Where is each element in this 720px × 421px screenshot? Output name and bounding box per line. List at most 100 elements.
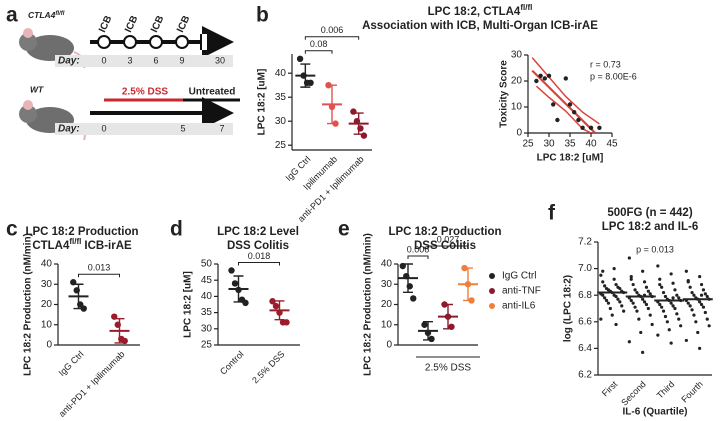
- day-band: [55, 123, 233, 135]
- day: 6: [153, 55, 158, 65]
- point: [690, 290, 694, 295]
- legend-swatch: [489, 303, 495, 309]
- significance-bracket: [238, 261, 280, 266]
- chart-subtitle: CTLA4fl/fl ICB-irAE: [32, 237, 132, 252]
- subtitle: DSS Colitis: [227, 240, 289, 252]
- point: [627, 256, 631, 260]
- point: [608, 306, 612, 311]
- x-axis-label: LPC 18:2 [uM]: [537, 153, 604, 164]
- x-tick-label: 35: [564, 139, 576, 150]
- point: [603, 284, 607, 288]
- point: [629, 277, 633, 281]
- error-bar: [403, 263, 413, 294]
- point: [671, 296, 675, 300]
- y-tick-label: 25: [201, 340, 213, 351]
- point: [606, 301, 611, 305]
- p-value: 0.006: [407, 244, 430, 254]
- point: [572, 110, 577, 115]
- axis-break: [201, 34, 209, 50]
- y-tick-label: 30: [275, 116, 287, 127]
- point: [684, 269, 688, 273]
- y-tick-label: 45: [201, 275, 213, 286]
- y-tick-label: 25: [275, 140, 287, 151]
- point: [629, 274, 633, 279]
- error-bar: [327, 84, 337, 125]
- legend-label: IgG Ctrl: [502, 271, 536, 282]
- title: 500FG (n = 442): [607, 207, 692, 219]
- point: [663, 314, 668, 319]
- legend-swatch: [489, 273, 495, 279]
- p-value: 0.006: [321, 25, 344, 35]
- day-label: Day:: [58, 56, 80, 67]
- point: [604, 298, 609, 303]
- panel-label: c: [6, 218, 18, 241]
- title: LPC 18:2 Production: [25, 226, 138, 238]
- point: [555, 117, 560, 123]
- point: [410, 295, 417, 302]
- point: [269, 298, 276, 305]
- annotation: p = 0.013: [636, 244, 674, 254]
- point: [669, 341, 673, 345]
- point: [599, 273, 603, 277]
- y-tick-label: 20: [511, 76, 523, 87]
- point: [601, 269, 605, 273]
- y-tick-label: 35: [275, 92, 287, 103]
- point: [679, 324, 683, 328]
- y-tick-label: 10: [381, 319, 393, 330]
- day: 30: [215, 55, 225, 65]
- error-bar: [233, 275, 244, 303]
- y-tick-label: 40: [275, 68, 287, 79]
- event-label: ICB: [123, 14, 140, 34]
- point: [296, 55, 304, 62]
- point: [637, 317, 641, 321]
- annotation: r = 0.73: [590, 59, 621, 69]
- point: [665, 320, 669, 324]
- x-tick-label: 2.5% DSS: [250, 349, 286, 385]
- point: [660, 285, 664, 289]
- y-axis-label: LPC 18:2 Production (nM/min): [363, 233, 374, 376]
- panel-label: d: [170, 218, 183, 241]
- point: [688, 285, 692, 289]
- y-axis-label: LPC 18:2 [uM]: [183, 271, 194, 338]
- point: [660, 305, 664, 309]
- y-axis-label: log (LPC 18:2): [563, 275, 574, 342]
- point: [703, 310, 707, 315]
- point: [703, 292, 707, 296]
- point: [698, 300, 702, 304]
- point: [622, 309, 626, 313]
- panel-label: e: [338, 218, 350, 241]
- point: [642, 300, 647, 304]
- y-tick-label: 30: [41, 279, 53, 290]
- point: [646, 289, 650, 293]
- point: [648, 292, 652, 296]
- point: [350, 108, 357, 115]
- title: LPC 18:2, CTLA4: [428, 6, 521, 18]
- point: [597, 125, 602, 130]
- strain-label: WT: [30, 84, 44, 94]
- point: [644, 285, 649, 289]
- group-label: 2.5% DSS: [425, 363, 471, 374]
- point: [307, 79, 314, 87]
- event-label: ICB: [97, 14, 114, 34]
- point: [272, 302, 280, 310]
- strain-sup: fl/fl: [55, 11, 64, 17]
- point: [639, 330, 643, 335]
- point: [686, 301, 690, 305]
- point: [686, 280, 690, 284]
- p-value: 0.018: [248, 251, 271, 261]
- day: 7: [219, 123, 224, 133]
- title: LPC 18:2 Production: [388, 226, 501, 238]
- y-tick-label: 0: [46, 340, 52, 351]
- confidence-band: [531, 57, 600, 125]
- p-value: 0.08: [310, 39, 328, 49]
- subtitle: CTLA4: [32, 240, 70, 252]
- title-sup: fl/fl: [520, 3, 532, 12]
- strain: CTLA4: [28, 10, 56, 20]
- x-tick-label: Second: [619, 379, 648, 408]
- point: [705, 317, 709, 321]
- event-label: ICB: [149, 14, 166, 34]
- point: [698, 346, 702, 350]
- point: [698, 274, 702, 279]
- point: [656, 264, 660, 268]
- point: [610, 313, 614, 317]
